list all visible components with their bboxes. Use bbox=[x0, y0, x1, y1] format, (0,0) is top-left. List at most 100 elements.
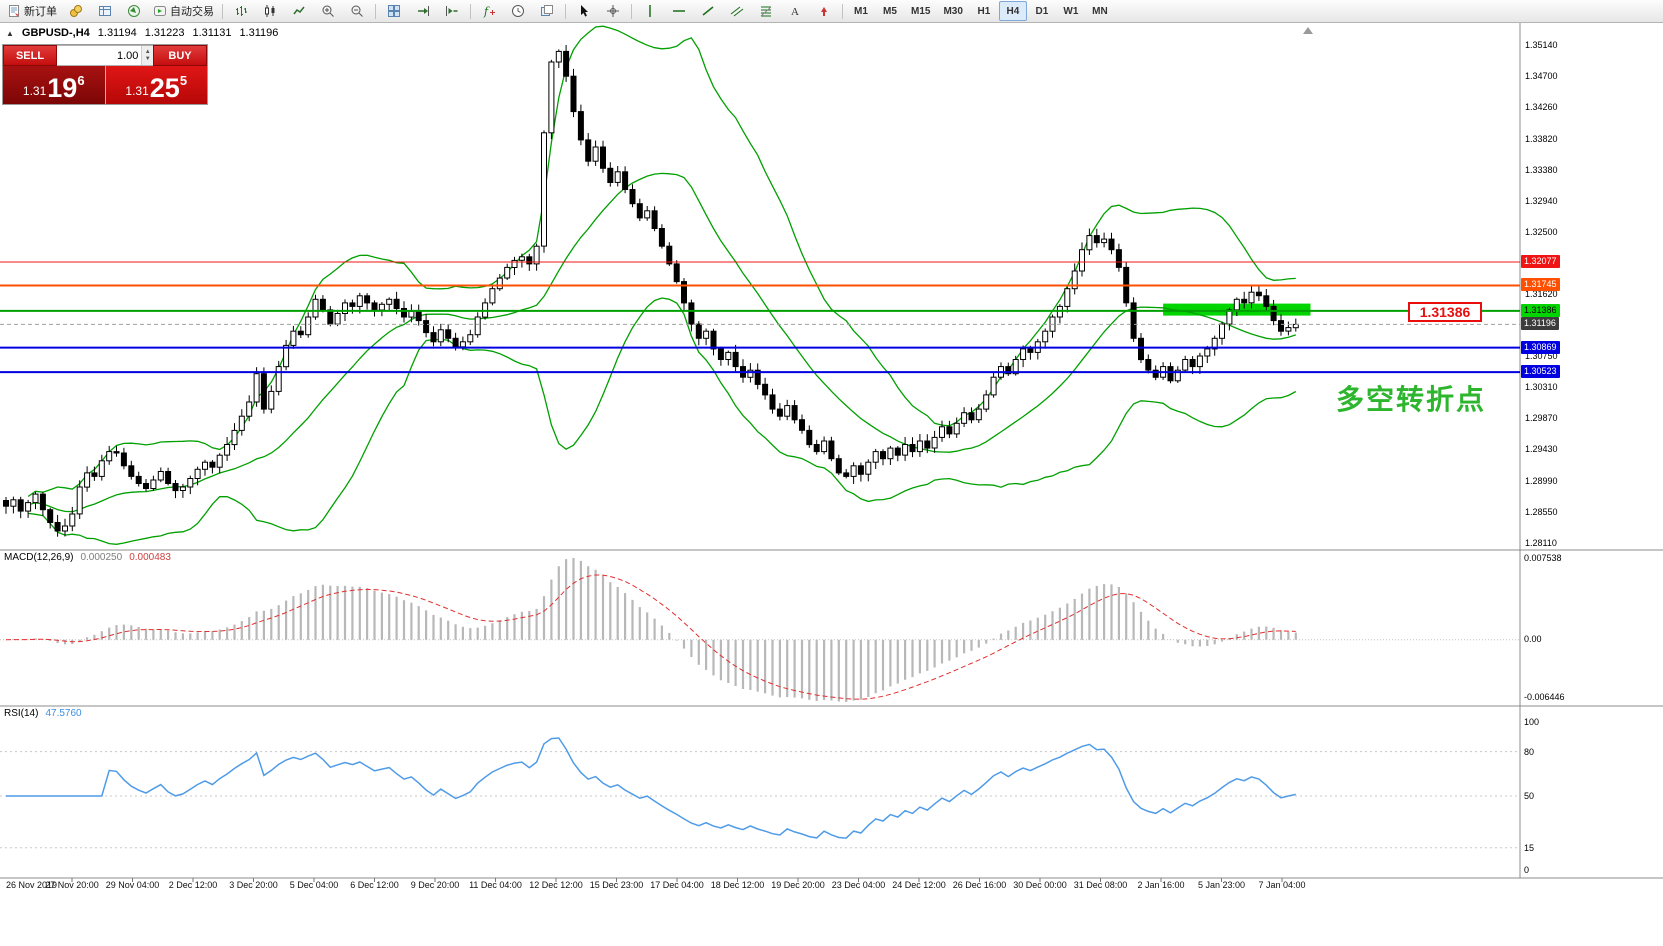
candle-body bbox=[1005, 366, 1012, 375]
timeframe-w1-button[interactable]: W1 bbox=[1063, 5, 1079, 17]
autotrading-button[interactable]: 自动交易 bbox=[149, 1, 218, 21]
timeframe-h1-button[interactable]: H1 bbox=[977, 5, 991, 17]
candle-body bbox=[1138, 337, 1144, 361]
navigator-button[interactable] bbox=[120, 1, 148, 21]
price-level-callout[interactable]: 1.31386 bbox=[1408, 302, 1482, 322]
candle-body bbox=[489, 288, 496, 304]
macd-name: MACD(12,26,9) bbox=[4, 552, 74, 563]
quote-close: 1.31196 bbox=[239, 27, 279, 39]
candle-body bbox=[1071, 270, 1078, 290]
candle-body bbox=[961, 412, 968, 424]
auto-scroll-button[interactable] bbox=[409, 1, 437, 21]
time-axis-label: 2 Dec 12:00 bbox=[168, 880, 218, 890]
candle-body bbox=[430, 332, 437, 343]
crosshair-button[interactable] bbox=[599, 1, 627, 21]
bar-chart-button[interactable] bbox=[227, 1, 255, 21]
volume-up-button[interactable]: ▲ bbox=[144, 48, 151, 55]
candle-body bbox=[1115, 249, 1122, 268]
price-axis-label: 1.30310 bbox=[1525, 382, 1558, 393]
line-chart-button[interactable] bbox=[285, 1, 313, 21]
candle-body bbox=[732, 351, 739, 368]
arrows-button[interactable] bbox=[810, 1, 838, 21]
svg-text:f: f bbox=[483, 5, 490, 18]
zoom-out-icon bbox=[350, 4, 364, 18]
crosshair-icon bbox=[606, 4, 620, 18]
volume-input[interactable] bbox=[57, 46, 142, 65]
candlestick-chart-button[interactable] bbox=[256, 1, 284, 21]
candle-body bbox=[157, 471, 164, 481]
timeframe-mn-button[interactable]: MN bbox=[1092, 5, 1108, 17]
price-tag: 1.31386 bbox=[1521, 303, 1560, 317]
rsi-scale-label: 100 bbox=[1524, 717, 1540, 727]
tile-windows-icon bbox=[387, 4, 401, 18]
panel-splitter[interactable] bbox=[0, 548, 1663, 552]
candle-body bbox=[401, 308, 407, 318]
volume-down-button[interactable]: ▼ bbox=[144, 55, 151, 62]
candle-body bbox=[710, 330, 717, 350]
candle-body bbox=[297, 330, 304, 336]
toolbar-separator bbox=[375, 3, 376, 19]
candle-body bbox=[1226, 309, 1233, 325]
ask-price-box[interactable]: 1.31 25 5 bbox=[104, 66, 207, 104]
timeframe-m5-button[interactable]: M5 bbox=[883, 5, 897, 17]
data-window-button[interactable] bbox=[91, 1, 119, 21]
indicators-button[interactable]: f bbox=[475, 1, 503, 21]
candle-body bbox=[1233, 298, 1240, 311]
templates-button[interactable] bbox=[533, 1, 561, 21]
ask-big-digits: 25 bbox=[149, 73, 180, 103]
time-axis-label: 30 Dec 00:00 bbox=[1013, 880, 1067, 890]
candle-body bbox=[902, 444, 909, 456]
fibonacci-button[interactable] bbox=[752, 1, 780, 21]
periods-button[interactable] bbox=[504, 1, 532, 21]
sell-button[interactable]: SELL bbox=[3, 45, 57, 66]
timeframe-m30-button[interactable]: M30 bbox=[943, 5, 963, 17]
bid-price-box[interactable]: 1.31 19 6 bbox=[3, 66, 105, 104]
horizontal-line-button[interactable] bbox=[665, 1, 693, 21]
cursor-button[interactable] bbox=[570, 1, 598, 21]
candle-body bbox=[1020, 348, 1027, 360]
market-watch-button[interactable] bbox=[62, 1, 90, 21]
candle-body bbox=[364, 295, 371, 304]
zoom-in-button[interactable] bbox=[314, 1, 342, 21]
arrows-icon bbox=[817, 4, 831, 18]
candle-body bbox=[1285, 327, 1292, 332]
candle-body bbox=[150, 479, 157, 489]
trendline-button[interactable] bbox=[694, 1, 722, 21]
new-order-button[interactable]: 新订单 bbox=[3, 1, 61, 21]
panel-collapse-icon[interactable]: ▲ bbox=[6, 29, 14, 38]
toolbar-separator bbox=[631, 3, 632, 19]
candle-body bbox=[983, 394, 990, 410]
vertical-line-button[interactable] bbox=[636, 1, 664, 21]
rsi-value: 47.5760 bbox=[45, 708, 82, 719]
candle-body bbox=[791, 405, 798, 421]
time-axis-label: 12 Dec 12:00 bbox=[529, 880, 583, 890]
timeframe-d1-button[interactable]: D1 bbox=[1035, 5, 1049, 17]
candle-body bbox=[3, 500, 9, 507]
channel-button[interactable] bbox=[723, 1, 751, 21]
timeframe-m15-button[interactable]: M15 bbox=[911, 5, 931, 17]
horizontal-line-icon bbox=[672, 4, 686, 18]
line-chart-icon bbox=[292, 4, 306, 18]
candle-body bbox=[644, 210, 651, 219]
new-order-button-label: 新订单 bbox=[24, 6, 57, 18]
candle-body bbox=[84, 472, 91, 488]
candle-body bbox=[209, 461, 216, 468]
tile-windows-button[interactable] bbox=[380, 1, 408, 21]
price-tag: 1.30523 bbox=[1521, 365, 1560, 379]
timeframe-h4-button[interactable]: H4 bbox=[998, 1, 1027, 21]
time-axis-label: 26 Dec 16:00 bbox=[952, 880, 1007, 890]
candle-body bbox=[511, 259, 518, 268]
buy-button[interactable]: BUY bbox=[153, 45, 207, 66]
chart-shift-button[interactable] bbox=[438, 1, 466, 21]
candle-body bbox=[1189, 359, 1196, 368]
zoom-out-button[interactable] bbox=[343, 1, 371, 21]
price-axis-label: 1.32940 bbox=[1525, 195, 1558, 206]
candle-body bbox=[865, 461, 872, 475]
candle-body bbox=[371, 302, 378, 311]
text-button[interactable]: A bbox=[781, 1, 809, 21]
panel-splitter[interactable] bbox=[0, 704, 1663, 708]
timeframe-m1-button[interactable]: M1 bbox=[854, 5, 868, 17]
cursor-icon bbox=[577, 4, 591, 18]
candle-body bbox=[62, 525, 68, 532]
